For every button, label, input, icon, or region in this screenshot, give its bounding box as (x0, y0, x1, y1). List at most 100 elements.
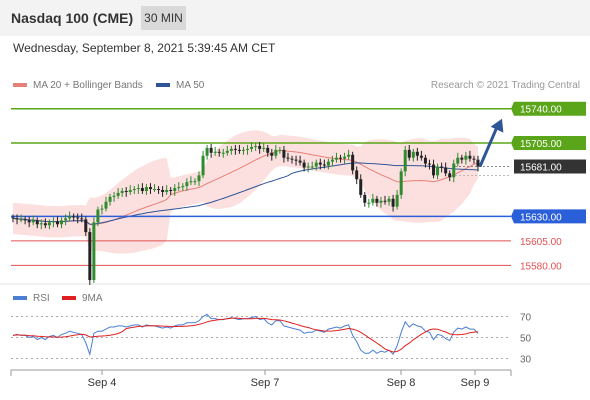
candle-body (448, 173, 452, 178)
resistance-level-tag (511, 101, 586, 116)
candle-body (262, 147, 266, 149)
candle-body (201, 155, 205, 176)
candle-body (399, 171, 403, 195)
candle-body (476, 159, 480, 167)
candle-body (229, 148, 233, 151)
candle-body (302, 162, 306, 168)
candle-body (347, 154, 351, 157)
candle-body (31, 220, 35, 223)
legend-rsi-ma: 9MA (62, 293, 103, 304)
rsi-tick-label: 50 (520, 334, 532, 345)
candle-body (452, 163, 456, 178)
candle-body (326, 161, 330, 166)
candle-body (387, 198, 391, 202)
candle-body (124, 190, 128, 192)
rsi-ma-swatch (62, 296, 76, 301)
support-level-label: 15630.00 (520, 212, 562, 223)
candle-body (436, 166, 440, 176)
candle-body (169, 190, 173, 191)
forecast-arrow-shaft (478, 124, 500, 168)
resistance-level-tag (511, 136, 586, 151)
timeframe-button[interactable]: 30 MIN (141, 6, 186, 30)
candle-body (403, 149, 407, 172)
candle-body (423, 157, 427, 164)
support-level-tag (511, 209, 586, 224)
candle-body (221, 152, 225, 154)
candle-body (359, 179, 363, 195)
ma50-line (12, 162, 479, 225)
candle-body (411, 151, 415, 158)
candle-body (395, 194, 399, 207)
candle-body (468, 155, 472, 159)
rsi-ma-line (12, 317, 479, 353)
bollinger-band (13, 130, 478, 254)
candle-body (19, 219, 23, 221)
rsi-swatch (13, 296, 27, 301)
current-price-tag (514, 159, 586, 174)
candle-body (415, 151, 419, 156)
x-tick-label: Sep 7 (251, 377, 280, 389)
candle-body (432, 164, 436, 176)
candle-body (11, 217, 15, 219)
candle-body (108, 196, 112, 202)
legend-ma50-label: MA 50 (176, 80, 205, 91)
credit-text: Research © 2021 Trading Central (430, 80, 580, 91)
candle-body (371, 198, 375, 203)
x-tick-label: Sep 9 (461, 377, 490, 389)
candle-body (104, 201, 108, 209)
candle-body (250, 146, 254, 149)
candle-body (270, 152, 274, 156)
candle-body (286, 157, 290, 159)
candle-body (322, 164, 326, 166)
x-tick-label: Sep 8 (387, 377, 416, 389)
legend-bollinger: MA 20 + Bollinger Bands (13, 80, 143, 91)
candle-body (379, 200, 383, 203)
candle-body (27, 220, 31, 223)
candle-body (339, 157, 343, 159)
candle-body (23, 219, 27, 221)
candle-body (47, 222, 51, 226)
rsi-tick-label: 70 (520, 313, 532, 324)
candle-body (51, 221, 55, 223)
candle-body (173, 188, 177, 191)
candle-body (193, 181, 197, 183)
candle-body (367, 202, 371, 204)
candle-body (310, 166, 314, 168)
candle-body (120, 190, 124, 193)
candle-body (375, 198, 379, 203)
candle-body (294, 159, 298, 161)
candle-body (80, 218, 84, 220)
candle-body (217, 151, 221, 153)
title-bar (0, 0, 590, 36)
candle-body (157, 189, 161, 191)
candle-body (237, 149, 241, 151)
legend-rsi-label: RSI (33, 293, 50, 304)
candle-body (472, 158, 476, 160)
candle-body (419, 155, 423, 158)
current-price-label: 15681.00 (520, 163, 562, 174)
candle-body (60, 220, 64, 225)
candle-body (290, 158, 294, 160)
candle-body (189, 181, 193, 183)
candle-body (306, 166, 310, 168)
target-level-label: 15580.00 (520, 261, 562, 272)
bollinger-swatch (13, 83, 27, 88)
candle-body (209, 147, 213, 153)
candle-body (153, 189, 157, 191)
legend-rsi: RSI (13, 293, 50, 304)
candle-body (165, 190, 169, 192)
candle-body (278, 149, 282, 151)
candle-body (318, 162, 322, 165)
candle-body (225, 150, 229, 153)
candle-body (96, 209, 100, 223)
resistance-level-label: 15740.00 (520, 105, 562, 116)
rsi-tick-label: 30 (520, 355, 532, 366)
candle-body (136, 188, 140, 190)
instrument-title: Nasdaq 100 (CME) (11, 10, 134, 26)
candle-body (427, 163, 431, 165)
candle-body (460, 157, 464, 160)
candle-body (213, 151, 217, 153)
candle-body (464, 155, 468, 160)
ma50-swatch (156, 83, 170, 88)
candle-body (254, 145, 258, 147)
